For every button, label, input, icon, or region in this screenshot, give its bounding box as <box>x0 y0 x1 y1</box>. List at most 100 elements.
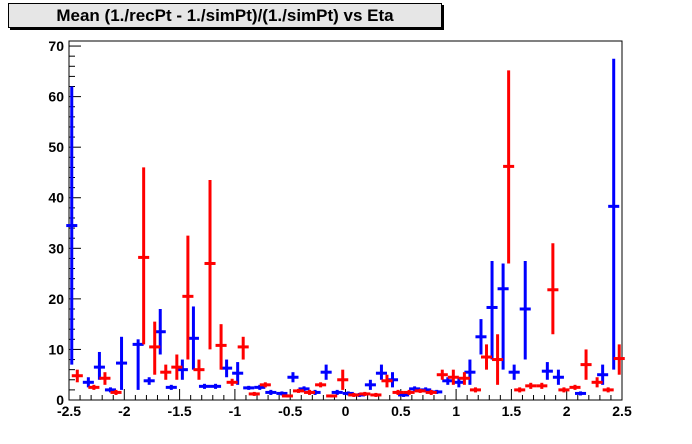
y-tick-label: 60 <box>48 89 64 105</box>
data-point <box>165 384 177 390</box>
data-point <box>292 388 305 393</box>
data-point <box>348 392 360 397</box>
data-point <box>221 359 233 378</box>
data-point <box>541 362 553 380</box>
data-point <box>187 306 199 370</box>
data-point <box>304 389 316 395</box>
data-point <box>503 70 515 264</box>
data-point <box>82 377 94 388</box>
data-point <box>458 372 470 385</box>
data-point <box>193 359 205 380</box>
data-point <box>375 364 387 380</box>
data-point <box>237 336 249 360</box>
x-tick-label: 1.5 <box>502 403 522 419</box>
data-point <box>480 344 493 370</box>
data-point <box>149 321 161 375</box>
data-point <box>569 384 581 390</box>
y-tick-label: 50 <box>48 139 64 155</box>
data-point <box>326 394 338 398</box>
data-point <box>436 369 448 380</box>
data-point <box>281 394 293 398</box>
x-tick-label: -2 <box>118 403 131 419</box>
data-point <box>602 387 614 393</box>
x-tick-label: 1 <box>452 403 460 419</box>
x-tick-label: 2.5 <box>612 403 632 419</box>
data-point <box>315 382 327 388</box>
axes: -2.5 -2 -1.5 -1 -0.5 0 0.5 1 1.5 2 2.5 0 10 20 30 40 50 6… <box>48 38 632 419</box>
data-point <box>248 391 260 396</box>
chart-title: Mean (1./recPt - 1./simPt)/(1./simPt) vs… <box>56 6 394 25</box>
data-point <box>608 58 620 370</box>
x-tick-label: 0 <box>342 403 350 419</box>
y-tick-label: 30 <box>48 240 64 256</box>
data-point <box>414 388 426 393</box>
data-point <box>613 344 625 375</box>
data-point <box>66 86 78 365</box>
data-point <box>469 387 481 393</box>
y-tick-label: 70 <box>48 38 64 54</box>
data-point <box>88 384 100 390</box>
y-tick-label: 10 <box>48 341 64 357</box>
data-point <box>425 389 437 395</box>
data-point <box>331 389 343 395</box>
data-point <box>116 336 128 390</box>
data-point <box>93 351 105 380</box>
data-point <box>508 364 520 380</box>
data-point <box>226 378 238 386</box>
data-point <box>359 391 371 396</box>
data-point <box>580 349 592 380</box>
data-point <box>320 364 332 380</box>
data-point <box>464 359 476 385</box>
data-point <box>536 382 548 389</box>
y-tick-label: 40 <box>48 190 64 206</box>
x-tick-label: -0.5 <box>278 403 302 419</box>
data-point <box>519 260 531 360</box>
x-tick-label: -1 <box>229 403 242 419</box>
data-point <box>392 389 404 395</box>
x-tick-label: -2.5 <box>57 403 81 419</box>
y-tick-label: 20 <box>48 291 64 307</box>
data-point <box>182 235 194 360</box>
data-point <box>210 383 222 389</box>
data-point <box>198 383 211 389</box>
data-point <box>160 364 172 380</box>
data-point <box>71 369 83 383</box>
data-point <box>574 391 587 396</box>
data-point <box>364 379 376 390</box>
data-point <box>204 180 216 350</box>
x-tick-label: 0.5 <box>391 403 411 419</box>
x-tick-label: -1.5 <box>168 403 192 419</box>
data-point <box>143 377 155 385</box>
data-point <box>492 334 504 385</box>
data-point <box>497 263 509 370</box>
data-point <box>514 387 526 393</box>
data-point <box>132 339 144 390</box>
data-point <box>370 392 382 397</box>
title-box: Mean (1./recPt - 1./simPt)/(1./simPt) vs… <box>8 3 442 28</box>
data-point <box>447 369 459 385</box>
data-point <box>525 382 537 389</box>
data-point <box>99 372 111 385</box>
data-marks <box>66 58 625 398</box>
data-point <box>265 389 277 395</box>
data-point <box>558 387 570 393</box>
data-point <box>381 374 393 388</box>
data-point <box>243 385 255 390</box>
y-tick-label: 0 <box>56 392 64 408</box>
data-point <box>110 389 122 395</box>
data-point <box>259 382 271 388</box>
data-point <box>552 369 564 385</box>
data-point <box>486 260 498 360</box>
data-point <box>215 324 227 370</box>
data-point <box>287 372 299 383</box>
data-point <box>138 167 150 345</box>
data-point <box>403 389 415 395</box>
data-point <box>337 369 349 390</box>
data-point <box>176 359 188 380</box>
data-point <box>547 243 559 335</box>
x-tick-label: 2 <box>563 403 571 419</box>
data-point <box>475 319 487 355</box>
data-point <box>171 354 183 380</box>
data-point <box>591 377 603 388</box>
